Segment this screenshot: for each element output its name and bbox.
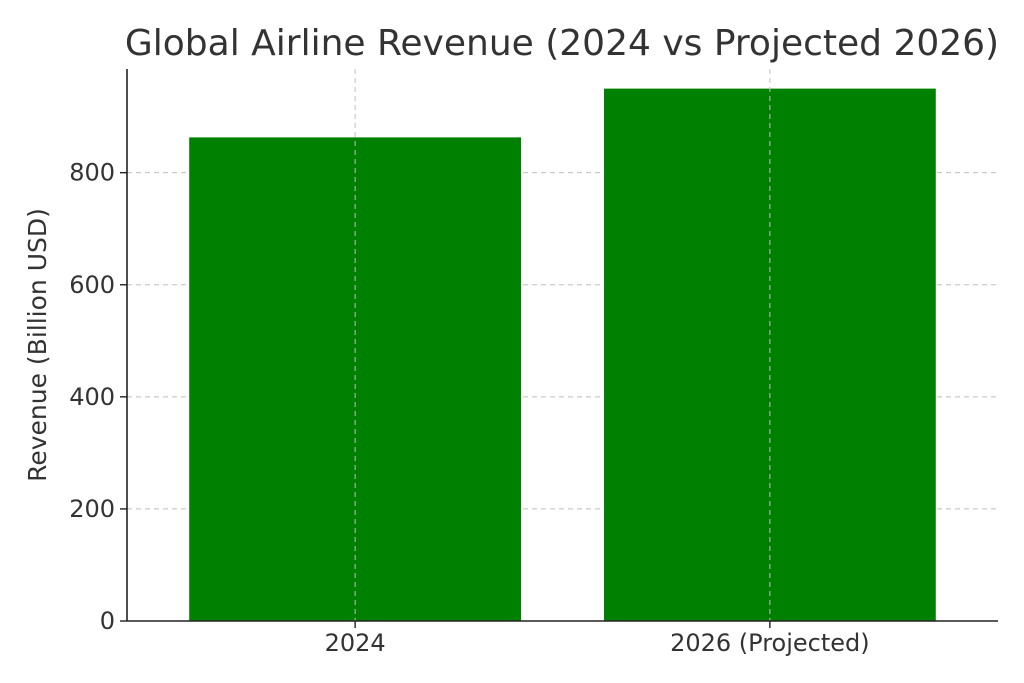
chart-title: Global Airline Revenue (2024 vs Projecte…	[125, 23, 999, 64]
y-tick-label: 0	[100, 607, 115, 635]
y-tick-label: 400	[69, 383, 115, 411]
y-tick-label: 800	[69, 159, 115, 187]
y-axis-label: Revenue (Billion USD)	[23, 208, 52, 482]
bars	[189, 88, 936, 622]
x-tick-label: 2024	[325, 629, 386, 657]
vertical-grid	[354, 69, 771, 621]
axes	[126, 69, 998, 622]
y-tick-label: 600	[69, 271, 115, 299]
y-tick-label: 200	[69, 495, 115, 523]
ticks: 0 200 400 600 800 2024 2026 (Projected)	[69, 159, 869, 657]
x-tick-label: 2026 (Projected)	[670, 629, 870, 657]
